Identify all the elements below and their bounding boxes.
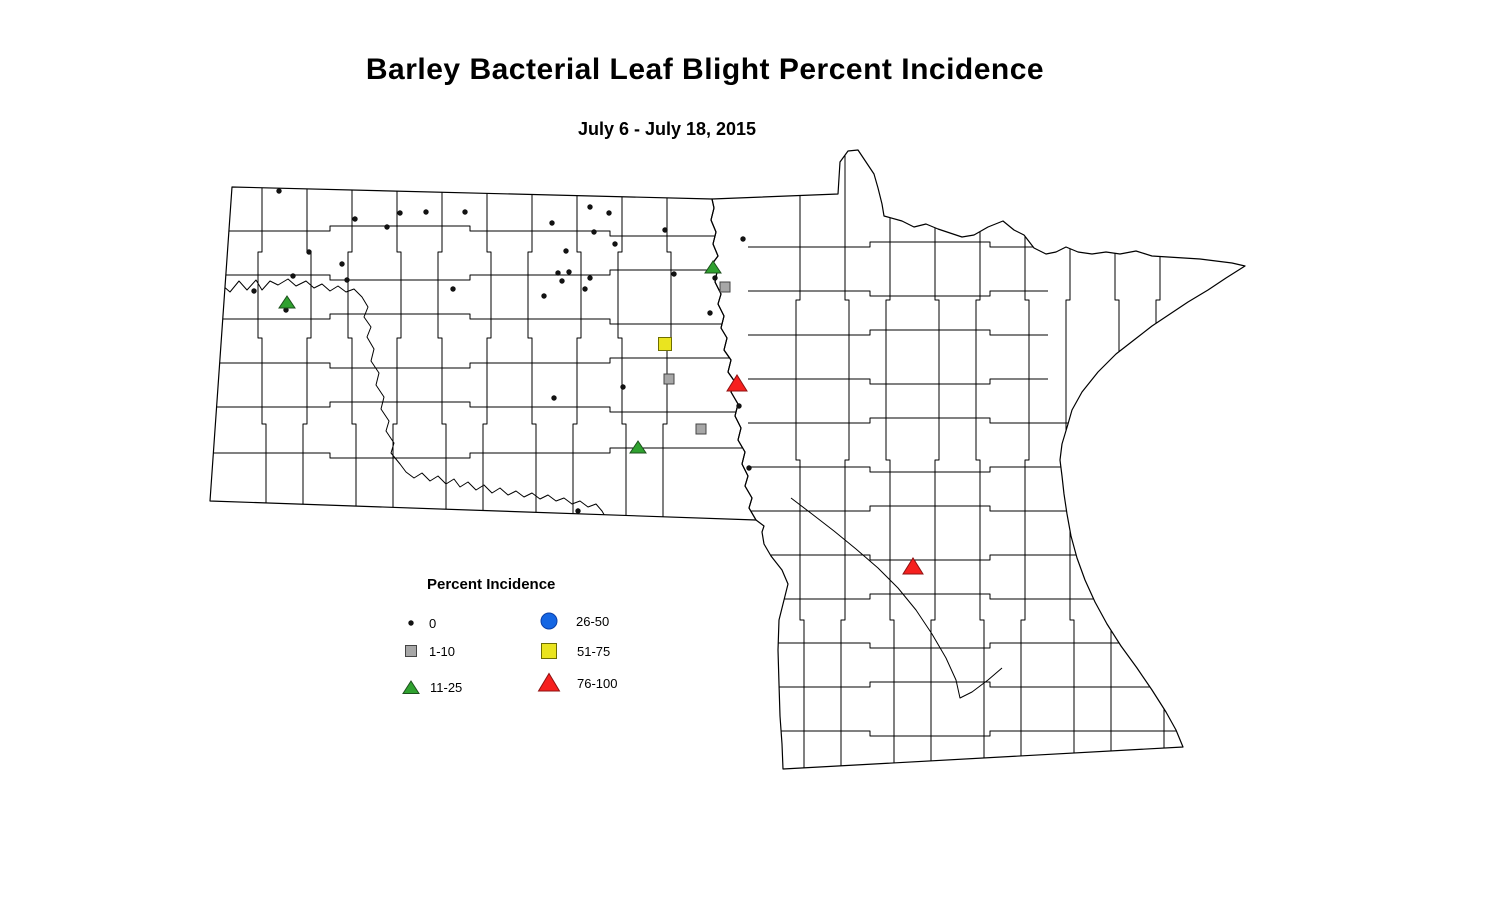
marker-0 xyxy=(587,204,593,210)
county-line xyxy=(748,642,1195,649)
marker-0 xyxy=(671,271,677,277)
marker-0 xyxy=(707,310,713,316)
county-line xyxy=(572,187,582,520)
marker-0 xyxy=(384,224,390,230)
marker-0 xyxy=(423,209,429,215)
marker-0 xyxy=(591,229,597,235)
marker-0 xyxy=(306,249,312,255)
county-line xyxy=(210,269,756,281)
marker-11-25 xyxy=(629,440,647,454)
county-line xyxy=(210,313,756,325)
county-line xyxy=(210,447,756,459)
incidence-markers xyxy=(251,188,924,575)
legend-green-triangle-icon xyxy=(402,680,420,694)
county-line xyxy=(748,554,1195,561)
marker-0 xyxy=(344,277,350,283)
marker-51-75 xyxy=(658,337,672,351)
county-line xyxy=(347,187,357,520)
county-line xyxy=(885,150,895,769)
legend: Percent Incidence 0 1-10 11-25 26-50 51-… xyxy=(402,576,617,695)
county-line xyxy=(748,290,1048,297)
county-line xyxy=(748,329,1048,336)
marker-0 xyxy=(612,241,618,247)
county-line xyxy=(1155,150,1165,769)
marker-0 xyxy=(251,288,257,294)
marker-0 xyxy=(352,216,358,222)
legend-dot-icon xyxy=(408,620,414,626)
county-line xyxy=(210,357,756,369)
legend-title: Percent Incidence xyxy=(427,576,555,593)
legend-label-51-75: 51-75 xyxy=(577,644,610,659)
marker-1-10 xyxy=(663,373,675,385)
county-line xyxy=(257,187,267,520)
marker-0 xyxy=(450,286,456,292)
marker-11-25 xyxy=(704,260,722,274)
county-line xyxy=(1020,150,1030,769)
marker-0 xyxy=(276,188,282,194)
marker-0 xyxy=(563,248,569,254)
marker-0 xyxy=(620,384,626,390)
legend-blue-circle-icon xyxy=(540,612,558,630)
county-line xyxy=(437,187,447,520)
marker-0 xyxy=(746,465,752,471)
county-line xyxy=(210,225,756,237)
marker-0 xyxy=(736,403,742,409)
marker-0 xyxy=(740,236,746,242)
marker-1-10 xyxy=(719,281,731,293)
north-dakota-county-lines xyxy=(210,187,756,520)
page-title: Barley Bacterial Leaf Blight Percent Inc… xyxy=(365,53,1045,86)
marker-0 xyxy=(662,227,668,233)
county-line xyxy=(482,187,492,520)
marker-0 xyxy=(290,273,296,279)
county-line xyxy=(748,378,1048,385)
county-line xyxy=(617,187,627,520)
marker-0 xyxy=(606,210,612,216)
county-line xyxy=(795,150,805,769)
missouri-river-line xyxy=(210,278,607,519)
county-line xyxy=(392,187,402,520)
marker-11-25 xyxy=(278,295,296,309)
county-line xyxy=(748,730,1195,737)
legend-red-triangle-icon xyxy=(537,672,561,692)
county-line xyxy=(840,150,850,769)
marker-0 xyxy=(575,508,581,514)
marker-0 xyxy=(549,220,555,226)
marker-76-100 xyxy=(726,374,748,392)
county-line xyxy=(748,593,1195,600)
county-line xyxy=(748,681,1195,688)
marker-0 xyxy=(566,269,572,275)
marker-0 xyxy=(339,261,345,267)
marker-0 xyxy=(462,209,468,215)
legend-label-0: 0 xyxy=(429,616,436,631)
legend-label-1-10: 1-10 xyxy=(429,644,455,659)
marker-0 xyxy=(397,210,403,216)
marker-0 xyxy=(551,395,557,401)
legend-label-26-50: 26-50 xyxy=(576,614,609,629)
marker-0 xyxy=(541,293,547,299)
minnesota-river-line xyxy=(790,497,1003,699)
county-line xyxy=(748,241,1048,248)
marker-0 xyxy=(712,275,718,281)
county-line xyxy=(748,417,1195,424)
legend-yellow-square-icon xyxy=(541,643,557,659)
county-line xyxy=(748,466,1195,473)
county-line xyxy=(975,150,985,769)
county-line xyxy=(930,150,940,769)
marker-0 xyxy=(555,270,561,276)
legend-label-76-100: 76-100 xyxy=(577,676,617,691)
marker-1-10 xyxy=(695,423,707,435)
county-line xyxy=(527,187,537,520)
marker-0 xyxy=(283,307,289,313)
county-line xyxy=(210,401,756,413)
county-line xyxy=(748,505,1195,512)
marker-0 xyxy=(582,286,588,292)
legend-gray-square-icon xyxy=(405,645,417,657)
legend-label-11-25: 11-25 xyxy=(430,680,462,695)
marker-76-100 xyxy=(902,557,924,575)
marker-0 xyxy=(559,278,565,284)
page-subtitle: July 6 - July 18, 2015 xyxy=(577,119,757,139)
marker-0 xyxy=(587,275,593,281)
